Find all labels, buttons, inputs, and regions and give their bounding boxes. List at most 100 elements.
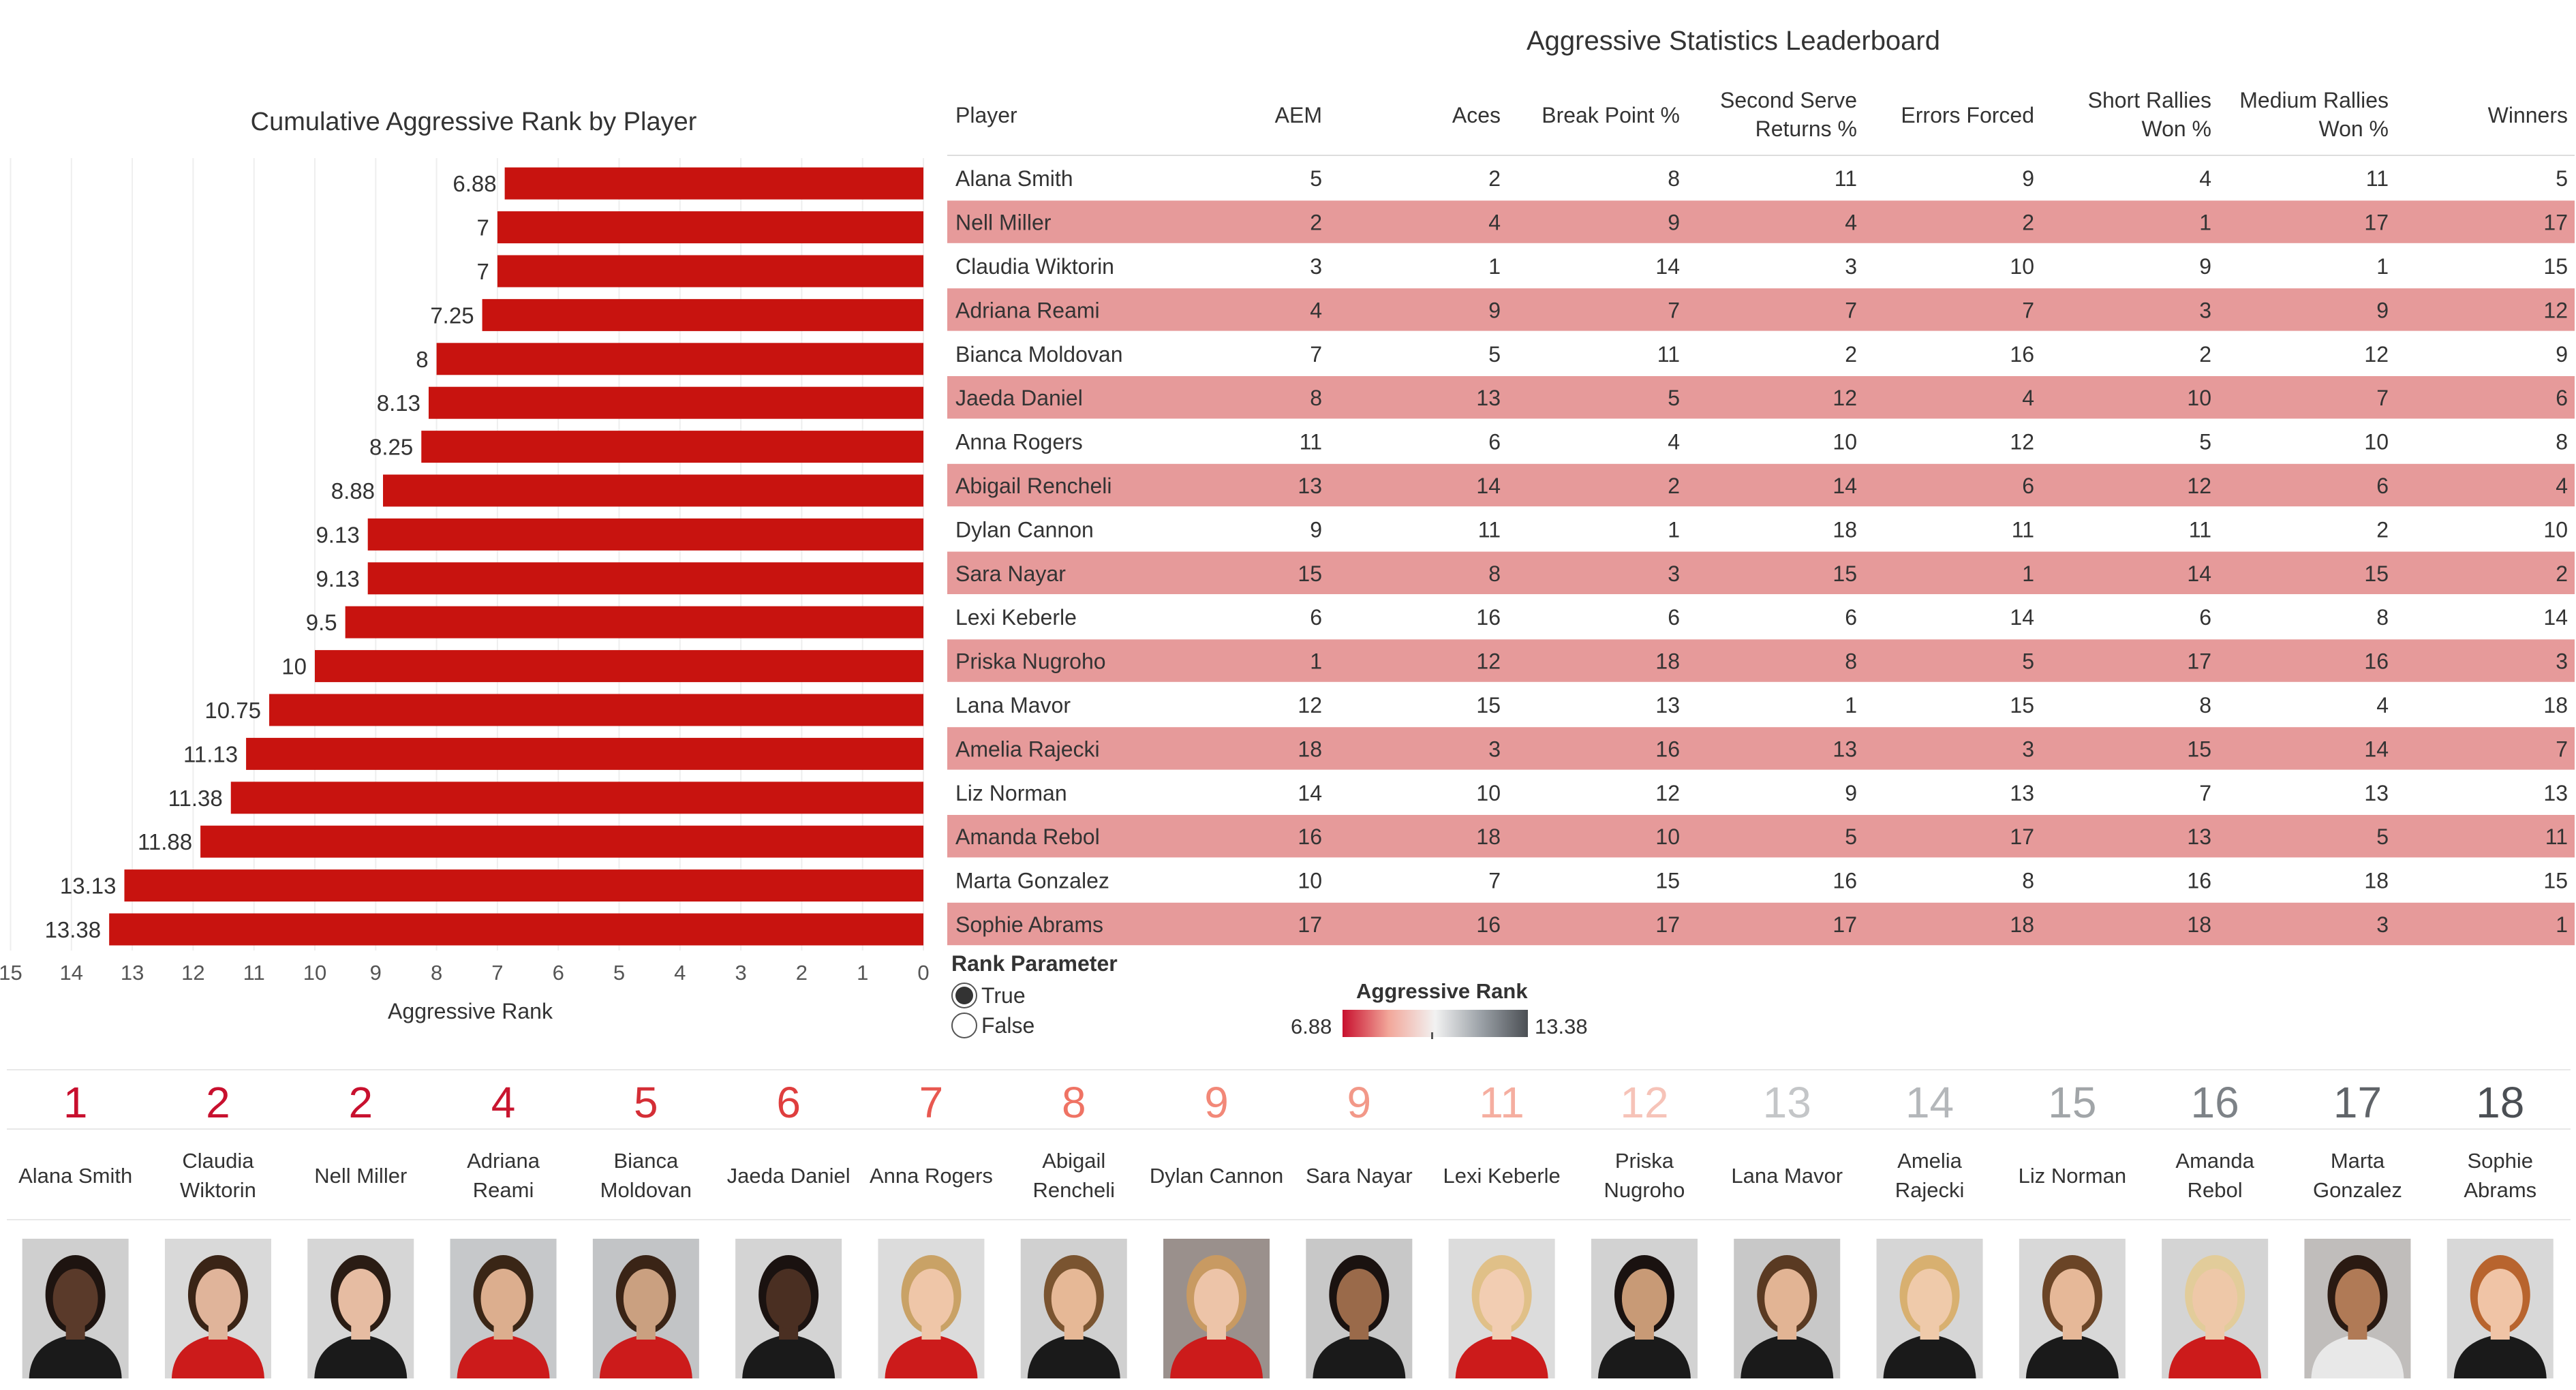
table-cell: 4 bbox=[1310, 298, 1322, 322]
player-rank: 15 bbox=[2048, 1078, 2096, 1127]
player-name-cell: Nell Miller bbox=[955, 211, 1052, 235]
bar[interactable] bbox=[421, 431, 923, 463]
table-cell: 5 bbox=[1668, 386, 1680, 410]
table-cell: 9 bbox=[1310, 517, 1322, 542]
x-tick-label: 0 bbox=[917, 961, 929, 985]
radio-button[interactable] bbox=[951, 1013, 977, 1038]
bar-chart: 6.88777.2588.138.258.889.139.139.51010.7… bbox=[0, 158, 930, 1023]
table-cell: 17 bbox=[2010, 824, 2034, 849]
table-row-band bbox=[947, 551, 2575, 594]
legend-color-ramp bbox=[1343, 1010, 1528, 1037]
x-tick-label: 11 bbox=[243, 961, 265, 985]
table-cell: 15 bbox=[1833, 561, 1857, 586]
bar-value-label: 11.88 bbox=[138, 829, 192, 854]
table-cell: 6 bbox=[1668, 605, 1680, 630]
bar[interactable] bbox=[269, 694, 923, 726]
player-name: Rebol bbox=[2188, 1178, 2243, 1202]
player-rank: 8 bbox=[1062, 1078, 1086, 1127]
table-row-band bbox=[947, 376, 2575, 419]
bar-value-label: 11.13 bbox=[183, 741, 238, 767]
table-cell: 17 bbox=[1298, 912, 1322, 937]
player-name-cell: Alana Smith bbox=[955, 166, 1073, 191]
x-tick-label: 9 bbox=[370, 961, 382, 985]
table-cell: 12 bbox=[1655, 781, 1680, 805]
table-cell: 8 bbox=[1310, 386, 1322, 410]
player-name: Rajecki bbox=[1895, 1178, 1965, 1202]
table-cell: 7 bbox=[1488, 869, 1501, 893]
bar-value-label: 7 bbox=[477, 259, 489, 284]
bar-value-label: 11.38 bbox=[168, 786, 223, 811]
parameter-option[interactable]: True bbox=[951, 980, 1156, 1010]
x-tick-label: 2 bbox=[796, 961, 808, 985]
player-rank: 16 bbox=[2191, 1078, 2239, 1127]
table-cell: 4 bbox=[1845, 211, 1857, 235]
x-tick-label: 6 bbox=[553, 961, 564, 985]
player-rank: 14 bbox=[1905, 1078, 1954, 1127]
player-photo bbox=[592, 1239, 699, 1378]
player-name: Bianca bbox=[613, 1149, 679, 1173]
table-cell: 11 bbox=[1835, 166, 1857, 191]
bar[interactable] bbox=[383, 474, 923, 507]
bar[interactable] bbox=[482, 298, 923, 331]
bar[interactable] bbox=[497, 255, 923, 288]
player-name: Rencheli bbox=[1032, 1178, 1115, 1202]
player-rank: 13 bbox=[1763, 1078, 1811, 1127]
player-rank: 9 bbox=[1204, 1078, 1229, 1127]
player-photo bbox=[1020, 1239, 1127, 1378]
bar[interactable] bbox=[504, 167, 923, 200]
table-cell: 5 bbox=[1488, 342, 1501, 367]
bar[interactable] bbox=[367, 562, 923, 595]
player-name: Marta bbox=[2331, 1149, 2385, 1173]
bar[interactable] bbox=[124, 869, 924, 902]
player-photo bbox=[307, 1239, 414, 1378]
bar[interactable] bbox=[367, 518, 923, 551]
player-name-cell: Sophie Abrams bbox=[955, 912, 1103, 937]
player-photo bbox=[2304, 1239, 2411, 1378]
column-header: Player bbox=[955, 103, 1017, 127]
player-photo bbox=[2162, 1239, 2269, 1378]
table-cell: 8 bbox=[1488, 561, 1501, 586]
table-cell: 18 bbox=[1655, 649, 1680, 674]
parameter-option-label: False bbox=[981, 1013, 1035, 1038]
player-name: Claudia bbox=[182, 1149, 254, 1173]
table-cell: 15 bbox=[1655, 869, 1680, 893]
bar[interactable] bbox=[109, 913, 923, 946]
player-name-cell: Sara Nayar bbox=[955, 561, 1066, 586]
table-cell: 6 bbox=[1488, 430, 1501, 454]
table-cell: 9 bbox=[2199, 254, 2211, 279]
player-name: Priska bbox=[1615, 1149, 1674, 1173]
bar[interactable] bbox=[497, 211, 923, 244]
bar[interactable] bbox=[246, 737, 923, 770]
bar[interactable] bbox=[436, 343, 923, 375]
bar[interactable] bbox=[345, 606, 923, 638]
table-cell: 18 bbox=[2187, 912, 2211, 937]
player-name: Nugroho bbox=[1604, 1178, 1685, 1202]
table-cell: 15 bbox=[1476, 693, 1501, 717]
column-header: Break Point % bbox=[1542, 103, 1680, 127]
parameter-option[interactable]: False bbox=[951, 1010, 1156, 1040]
player-photo bbox=[2447, 1239, 2554, 1378]
table-cell: 5 bbox=[1310, 166, 1322, 191]
player-name: Amanda bbox=[2175, 1149, 2254, 1173]
bar[interactable] bbox=[315, 650, 923, 683]
column-header: Winners bbox=[2488, 103, 2568, 127]
table-cell: 8 bbox=[1845, 649, 1857, 674]
table-cell: 9 bbox=[1845, 781, 1857, 805]
table-cell: 5 bbox=[2022, 649, 2034, 674]
table-cell: 7 bbox=[2022, 298, 2034, 322]
bar[interactable] bbox=[200, 825, 924, 858]
radio-dot bbox=[955, 987, 973, 1004]
radio-button[interactable] bbox=[951, 983, 977, 1008]
table-cell: 4 bbox=[2199, 166, 2211, 191]
table-cell: 11 bbox=[2189, 517, 2211, 542]
table-cell: 1 bbox=[1488, 254, 1501, 279]
table-cell: 1 bbox=[2022, 561, 2034, 586]
parameter-title: Rank Parameter bbox=[951, 951, 1118, 976]
table-cell: 7 bbox=[2556, 737, 2568, 761]
bar[interactable] bbox=[428, 386, 923, 419]
table-cell: 9 bbox=[1488, 298, 1501, 322]
player-rank: 2 bbox=[206, 1078, 230, 1127]
table-cell: 1 bbox=[2199, 211, 2211, 235]
player-name: Alana Smith bbox=[18, 1164, 132, 1188]
bar[interactable] bbox=[230, 782, 923, 814]
